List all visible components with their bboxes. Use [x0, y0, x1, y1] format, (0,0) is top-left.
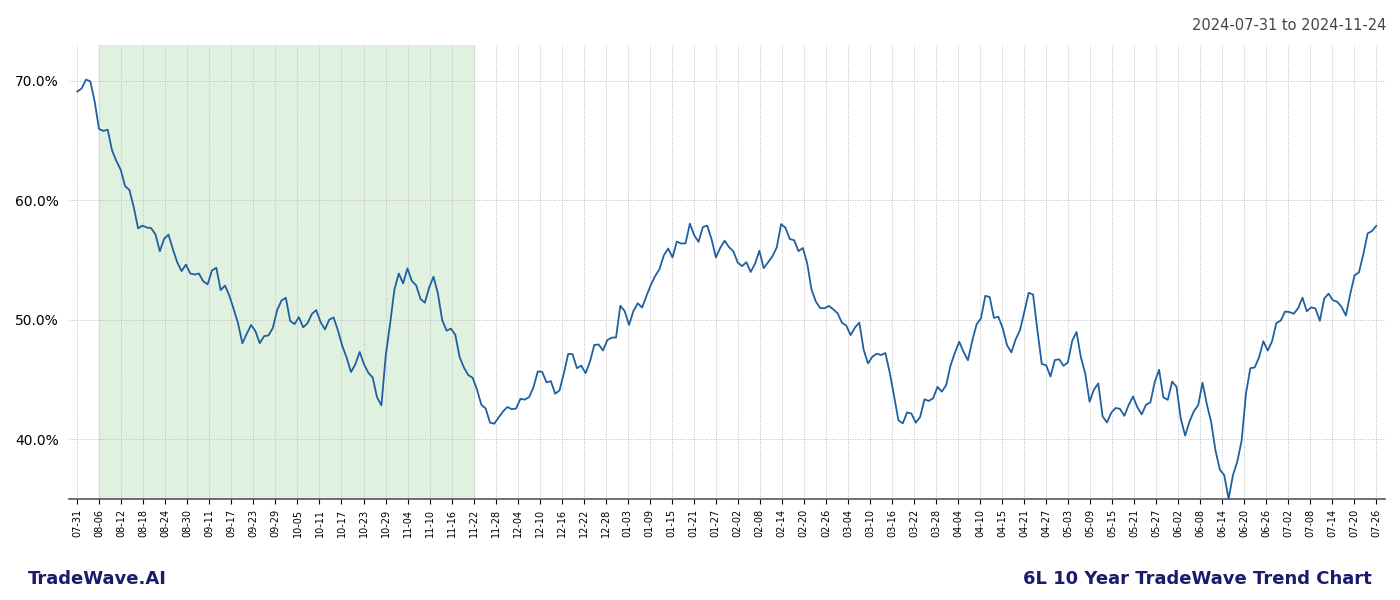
Text: 6L 10 Year TradeWave Trend Chart: 6L 10 Year TradeWave Trend Chart — [1023, 570, 1372, 588]
Text: TradeWave.AI: TradeWave.AI — [28, 570, 167, 588]
Text: 2024-07-31 to 2024-11-24: 2024-07-31 to 2024-11-24 — [1191, 18, 1386, 33]
Bar — [99, 45, 473, 499]
